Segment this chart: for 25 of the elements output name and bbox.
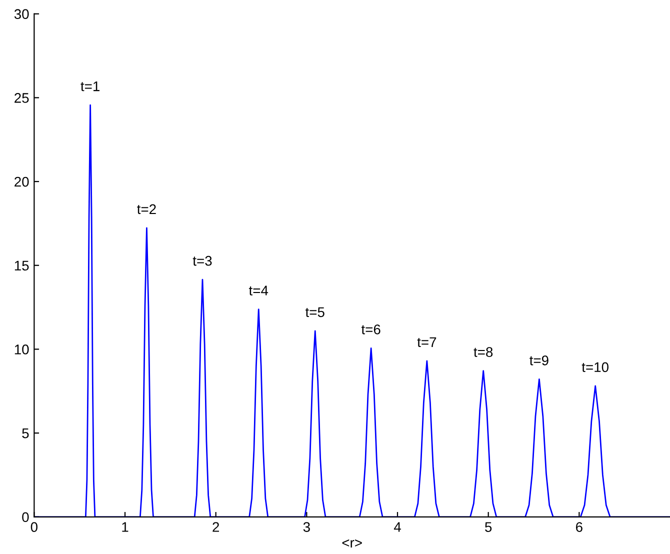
x-tick-label: 3 — [303, 522, 310, 532]
y-tick-label: 15 — [14, 260, 29, 271]
x-tick-label: 1 — [122, 522, 128, 532]
annotation: t=7 — [417, 337, 436, 348]
y-tick-label: 0 — [22, 512, 29, 522]
annotation: t=4 — [248, 286, 268, 296]
annotation: t=8 — [474, 347, 493, 357]
annotation: t=10 — [582, 362, 608, 372]
x-tick-label: 2 — [212, 522, 219, 532]
annotation: t=3 — [192, 256, 212, 266]
annotation: t=5 — [305, 307, 324, 318]
annotation: t=6 — [361, 324, 380, 334]
x-tick-label: 0 — [30, 522, 38, 532]
annotation: t=1 — [80, 82, 100, 92]
annotation: t=9 — [530, 356, 548, 366]
x-tick-label: 4 — [394, 522, 401, 532]
y-tick-label: 10 — [14, 344, 29, 354]
annotation: t=2 — [137, 204, 156, 214]
x-tick-label: 6 — [576, 522, 582, 532]
y-tick-label: 5 — [22, 428, 29, 438]
x-tick-label: 5 — [485, 522, 492, 532]
y-tick-label: 25 — [14, 93, 29, 103]
y-tick-label: 30 — [14, 9, 29, 20]
y-tick-label: 20 — [14, 176, 29, 187]
x-axis-title: <r> — [342, 539, 362, 548]
